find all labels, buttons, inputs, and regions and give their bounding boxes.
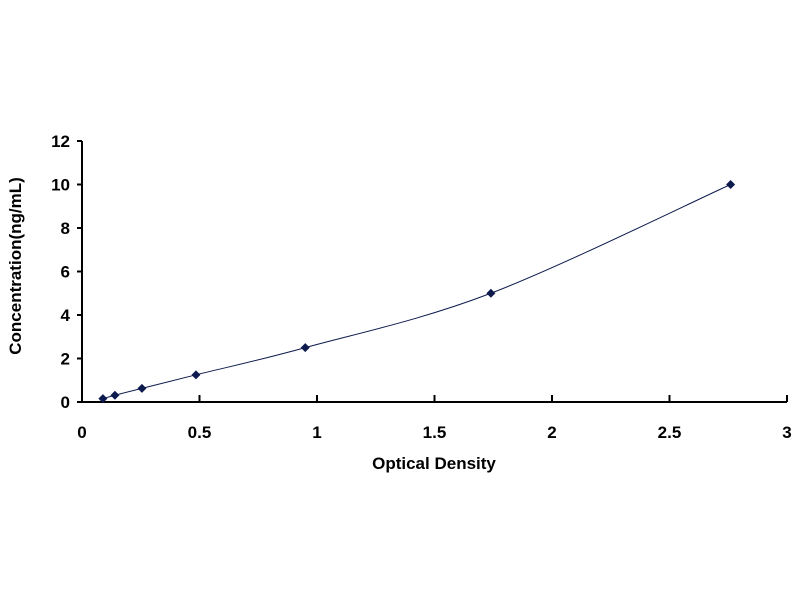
x-tick-label: 2	[547, 423, 556, 442]
y-tick-label: 0	[61, 393, 70, 412]
data-point	[300, 343, 310, 353]
y-tick-label: 10	[51, 176, 70, 195]
y-tick-label: 12	[51, 132, 70, 151]
x-tick-label: 1.5	[423, 423, 447, 442]
y-tick-label: 4	[61, 306, 71, 325]
data-point	[137, 383, 147, 393]
data-point	[726, 180, 736, 189]
x-axis-label: Optical Density	[372, 454, 496, 473]
x-tick-label: 3	[782, 423, 791, 442]
x-tick-label: 1	[312, 423, 321, 442]
y-tick-label: 2	[61, 350, 70, 369]
y-axis-label: Concentration(ng/mL)	[6, 177, 25, 355]
trend-curve	[102, 184, 731, 400]
y-tick-label: 6	[61, 263, 70, 282]
y-tick-label: 8	[61, 219, 70, 238]
x-tick-label: 2.5	[658, 423, 682, 442]
x-tick-label: 0	[77, 423, 86, 442]
data-point	[110, 390, 120, 400]
x-tick-label: 0.5	[188, 423, 212, 442]
data-point	[191, 370, 201, 380]
data-point	[98, 394, 108, 404]
data-point	[486, 288, 496, 298]
